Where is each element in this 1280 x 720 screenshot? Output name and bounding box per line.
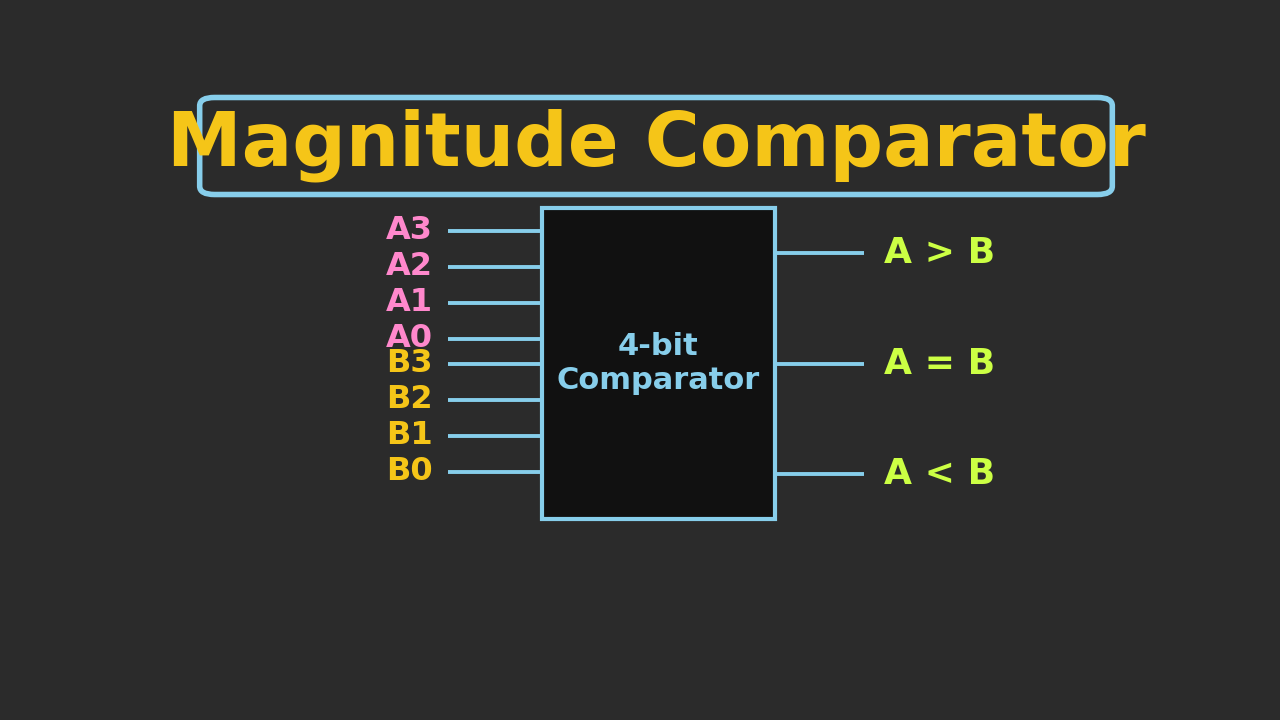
Text: Magnitude Comparator: Magnitude Comparator (166, 109, 1146, 182)
FancyBboxPatch shape (200, 97, 1112, 194)
Text: A1: A1 (385, 287, 433, 318)
Text: B1: B1 (387, 420, 433, 451)
FancyBboxPatch shape (541, 208, 776, 519)
Text: A < B: A < B (884, 457, 996, 492)
Text: A = B: A = B (884, 346, 996, 381)
Text: B2: B2 (387, 384, 433, 415)
Text: B3: B3 (387, 348, 433, 379)
Text: A0: A0 (385, 323, 433, 354)
Text: B0: B0 (387, 456, 433, 487)
Text: A3: A3 (387, 215, 433, 246)
Text: A2: A2 (385, 251, 433, 282)
Text: 4-bit
Comparator: 4-bit Comparator (557, 333, 760, 395)
Text: A > B: A > B (884, 235, 996, 270)
